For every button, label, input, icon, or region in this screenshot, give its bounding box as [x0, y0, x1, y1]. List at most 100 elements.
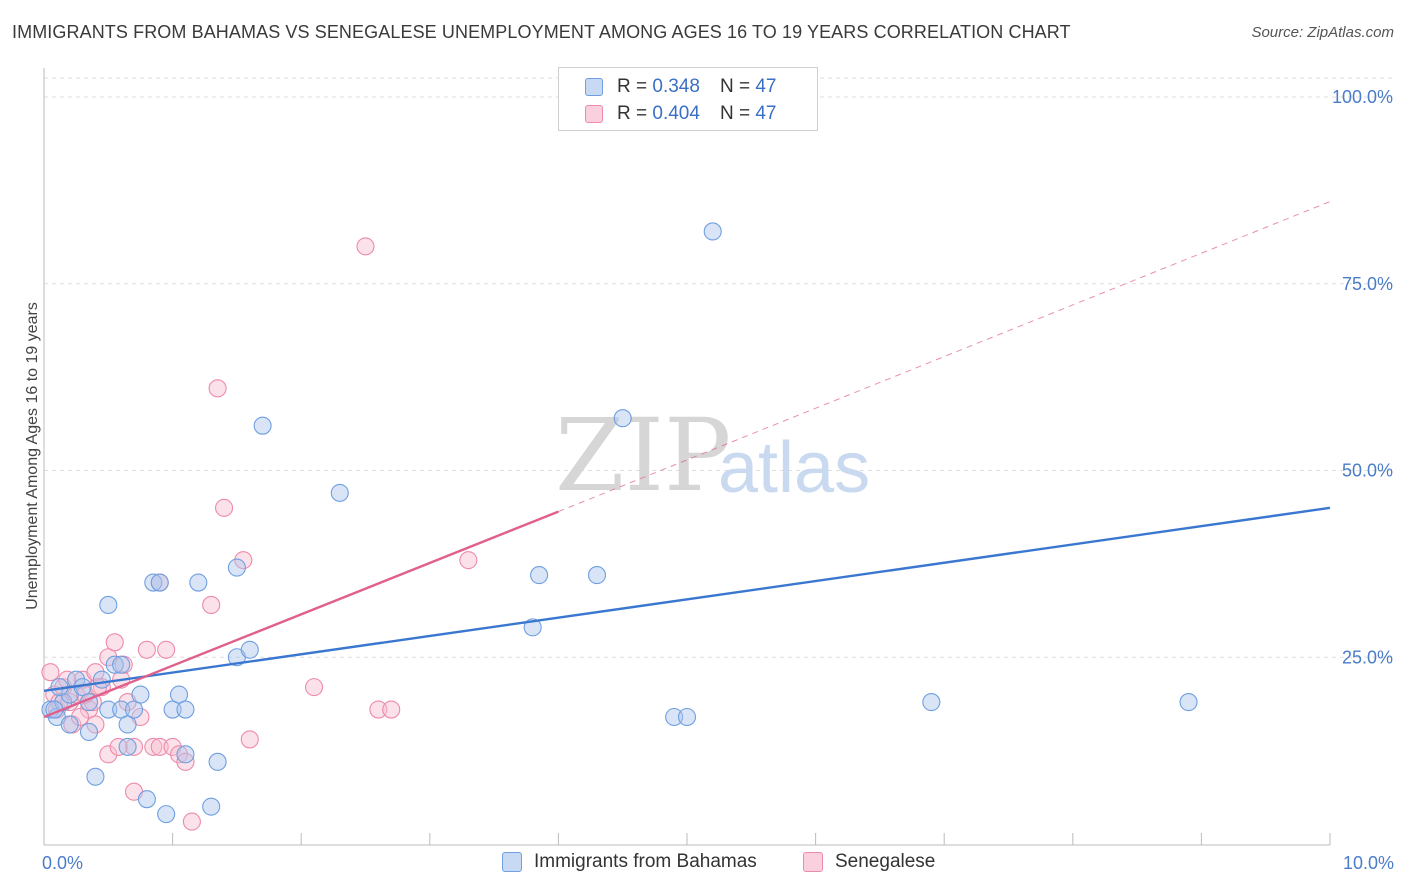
- y-tick-label-0: 25.0%: [1342, 647, 1393, 667]
- legend-r-value-senegalese: 0.404: [652, 103, 700, 124]
- point-senegalese-28: [176, 752, 195, 771]
- point-bahamas-18: [124, 700, 144, 719]
- legend-n-value-senegalese: 47: [755, 103, 777, 124]
- point-bahamas-25: [169, 685, 189, 704]
- point-senegalese-22: [144, 737, 163, 756]
- point-bahamas-39: [613, 409, 632, 428]
- grid-lines: [44, 77, 1392, 658]
- point-senegalese-10: [86, 663, 105, 682]
- legend-swatch-blue: [585, 78, 603, 96]
- y-tick-label-2: 75.0%: [1342, 274, 1393, 294]
- point-bahamas-41: [677, 707, 697, 727]
- point-bahamas-9: [86, 767, 105, 786]
- data-points: [41, 222, 1198, 831]
- point-bahamas-21: [144, 573, 163, 592]
- point-senegalese-39: [459, 551, 478, 570]
- point-senegalese-33: [234, 551, 253, 570]
- point-bahamas-15: [112, 700, 131, 719]
- source-label: Source: ZipAtlas.com: [1251, 24, 1394, 41]
- point-bahamas-24: [163, 700, 182, 719]
- trend-line-bahamas: [43, 506, 1331, 693]
- point-senegalese-27: [169, 745, 189, 764]
- y-tick-label-3: 100.0%: [1332, 87, 1393, 107]
- legend-n-label: N =: [719, 76, 751, 97]
- point-bahamas-19: [131, 685, 150, 704]
- series-label-senegalese: Senegalese: [835, 851, 936, 872]
- watermark-atlas: atlas: [718, 428, 870, 508]
- trend-line-senegalese-extension: [558, 201, 1331, 513]
- series-label-bahamas: Immigrants from Bahamas: [534, 851, 757, 872]
- watermark-zip: ZIP: [555, 397, 731, 514]
- point-bahamas-40: [665, 707, 684, 727]
- point-senegalese-11: [86, 715, 105, 734]
- chart-title: IMMIGRANTS FROM BAHAMAS VS SENEGALESE UN…: [12, 22, 1071, 42]
- point-senegalese-37: [369, 700, 388, 719]
- x-tick-label-max: 10.0%: [1343, 853, 1394, 873]
- point-senegalese-21: [137, 640, 156, 659]
- point-bahamas-33: [240, 640, 259, 659]
- point-bahamas-11: [99, 700, 118, 719]
- point-bahamas-16: [118, 737, 137, 756]
- y-axis-label: Unemployment Among Ages 16 to 19 years: [24, 302, 41, 610]
- point-bahamas-29: [202, 797, 221, 816]
- point-bahamas-22: [150, 573, 169, 592]
- point-senegalese-35: [305, 678, 324, 697]
- watermark: ZIP atlas: [555, 397, 870, 514]
- point-bahamas-23: [157, 805, 176, 824]
- legend-swatch-pink: [585, 105, 603, 123]
- point-senegalese-25: [157, 640, 176, 659]
- point-bahamas-32: [227, 558, 246, 577]
- point-bahamas-35: [330, 483, 349, 502]
- point-bahamas-13: [105, 655, 124, 674]
- legend-row-bahamas: R = 0.348 N = 47: [585, 74, 776, 100]
- series-legend-bahamas: Immigrants from Bahamas: [502, 851, 757, 873]
- point-bahamas-17: [118, 715, 137, 734]
- point-bahamas-3: [60, 715, 79, 734]
- legend-n-value-bahamas: 47: [755, 76, 777, 97]
- point-bahamas-37: [530, 566, 549, 585]
- trend-lines: [43, 201, 1331, 719]
- legend-r-label: R =: [617, 76, 648, 97]
- trend-line-senegalese: [43, 510, 559, 719]
- point-bahamas-34: [253, 416, 272, 435]
- point-senegalese-15: [105, 633, 124, 652]
- point-senegalese-30: [202, 595, 221, 615]
- point-bahamas-5: [67, 670, 86, 689]
- point-bahamas-44: [1179, 693, 1198, 712]
- point-bahamas-38: [587, 566, 607, 585]
- point-senegalese-0: [41, 663, 60, 682]
- point-bahamas-7: [79, 722, 99, 742]
- point-bahamas-20: [137, 790, 156, 809]
- point-senegalese-14: [99, 745, 118, 764]
- point-senegalese-36: [356, 237, 375, 256]
- legend-row-senegalese: R = 0.404 N = 47: [585, 101, 776, 127]
- legend-r-value-bahamas: 0.348: [652, 76, 700, 97]
- point-senegalese-38: [382, 700, 401, 719]
- legend-r-label: R =: [617, 103, 648, 124]
- series-swatch-blue: [502, 852, 522, 872]
- y-tick-labels: 25.0% 50.0% 75.0% 100.0%: [1332, 87, 1393, 667]
- x-tick-label-min: 0.0%: [42, 853, 83, 873]
- point-senegalese-32: [214, 498, 234, 517]
- point-bahamas-26: [176, 700, 195, 719]
- point-bahamas-27: [176, 745, 195, 764]
- legend-n-label: N =: [719, 103, 751, 124]
- point-senegalese-29: [182, 812, 201, 831]
- point-bahamas-30: [208, 752, 227, 771]
- y-tick-label-1: 50.0%: [1342, 461, 1393, 481]
- point-bahamas-12: [99, 595, 118, 615]
- point-senegalese-31: [208, 379, 227, 398]
- point-senegalese-42: [70, 707, 90, 727]
- point-bahamas-10: [92, 670, 111, 689]
- series-swatch-pink: [803, 852, 823, 872]
- point-senegalese-18: [124, 737, 144, 756]
- correlation-legend: R = 0.348 N = 47 R = 0.404 N = 47: [558, 67, 818, 131]
- point-senegalese-34: [240, 730, 259, 749]
- point-bahamas-43: [922, 693, 941, 712]
- point-bahamas-28: [189, 573, 208, 592]
- point-senegalese-24: [150, 737, 169, 756]
- point-bahamas-42: [703, 222, 722, 241]
- series-legend-senegalese: Senegalese: [803, 851, 935, 873]
- point-bahamas-14: [112, 655, 131, 674]
